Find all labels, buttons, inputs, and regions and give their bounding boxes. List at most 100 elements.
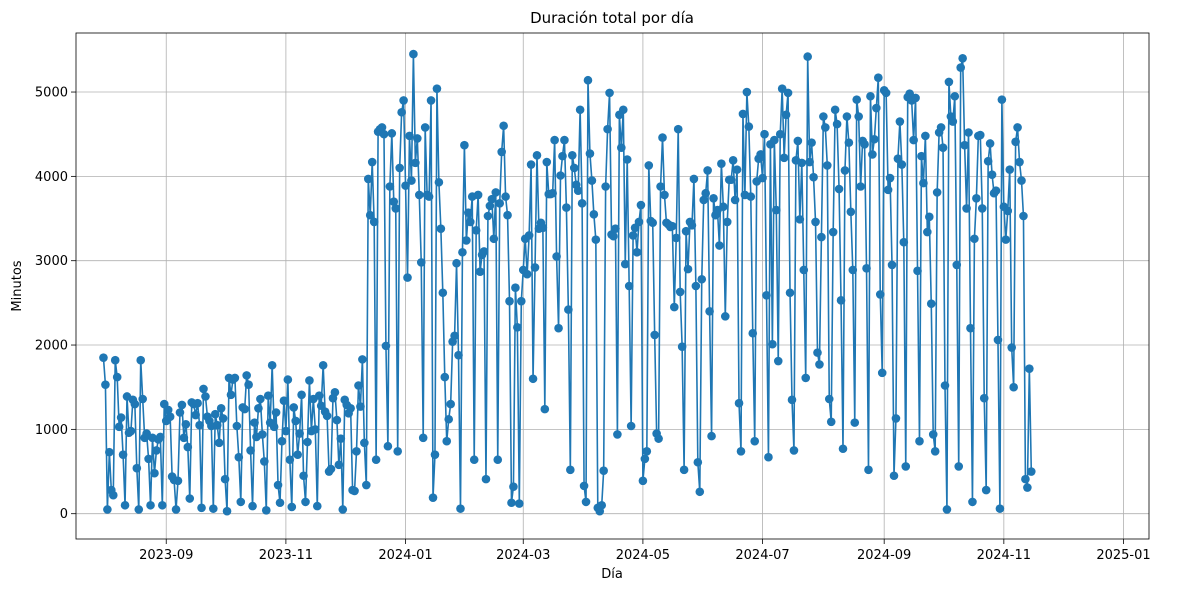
data-point xyxy=(112,372,122,382)
data-point xyxy=(524,231,534,240)
data-point xyxy=(995,504,1005,513)
data-point xyxy=(230,373,240,383)
data-point xyxy=(895,117,905,126)
data-point xyxy=(336,434,346,443)
data-point xyxy=(114,422,124,432)
data-point xyxy=(909,135,918,145)
data-point xyxy=(144,454,153,464)
data-point xyxy=(785,288,795,298)
y-tick-label: 0 xyxy=(60,507,68,522)
data-point xyxy=(997,95,1007,104)
data-point xyxy=(617,143,626,152)
data-point xyxy=(622,155,632,164)
data-point xyxy=(562,203,571,212)
data-point xyxy=(764,452,773,462)
series-line xyxy=(102,53,1033,512)
data-point xyxy=(874,73,883,82)
data-point xyxy=(495,199,505,208)
data-point xyxy=(913,266,922,276)
data-point xyxy=(387,129,397,138)
data-point xyxy=(416,258,426,267)
data-point xyxy=(819,112,828,121)
data-point xyxy=(236,497,246,507)
y-axis-ticks: 0 1000 2000 3000 4000 5000 xyxy=(35,86,76,522)
data-point xyxy=(1025,364,1034,373)
y-axis-label: Minutos xyxy=(10,260,25,311)
data-point xyxy=(693,457,703,467)
data-point xyxy=(540,404,550,414)
data-point xyxy=(297,390,306,400)
data-point xyxy=(254,403,263,413)
data-point xyxy=(679,465,689,475)
data-point xyxy=(279,396,289,405)
data-point xyxy=(868,150,877,159)
data-point xyxy=(762,290,771,300)
data-point xyxy=(993,335,1003,345)
data-point xyxy=(438,288,448,298)
data-point xyxy=(852,95,862,104)
data-point xyxy=(817,232,826,242)
data-point xyxy=(883,185,893,195)
data-point xyxy=(538,223,548,233)
data-point xyxy=(864,465,873,475)
data-point xyxy=(526,160,536,169)
data-point xyxy=(191,410,200,420)
data-point xyxy=(805,157,814,167)
data-point xyxy=(669,302,679,312)
data-point xyxy=(358,355,367,364)
data-point xyxy=(269,422,279,432)
x-tick-label: 2024-09 xyxy=(857,548,911,563)
data-point xyxy=(132,463,142,473)
data-point xyxy=(303,437,312,447)
data-point xyxy=(567,150,577,160)
data-point xyxy=(744,122,754,131)
x-tick-label: 2024-11 xyxy=(977,548,1031,563)
data-point xyxy=(771,205,781,215)
data-point xyxy=(232,421,242,431)
data-point xyxy=(152,446,161,455)
data-point xyxy=(464,208,473,217)
data-point xyxy=(301,497,310,507)
data-point xyxy=(942,505,952,514)
data-point xyxy=(475,267,485,276)
data-point xyxy=(420,123,430,132)
data-point xyxy=(330,387,340,397)
x-tick-label: 2024-07 xyxy=(735,548,789,563)
data-point xyxy=(887,260,897,270)
data-point xyxy=(193,398,202,408)
data-point xyxy=(289,403,299,412)
data-point xyxy=(560,135,569,145)
data-point xyxy=(756,150,765,159)
data-point xyxy=(171,505,181,514)
data-point xyxy=(295,429,304,438)
data-point xyxy=(528,374,538,384)
data-point xyxy=(554,323,563,333)
data-point xyxy=(597,500,607,510)
chart-title: Duración total por día xyxy=(530,9,694,27)
data-point xyxy=(287,502,297,512)
data-point xyxy=(807,138,816,147)
data-point xyxy=(958,54,967,63)
data-point xyxy=(389,197,399,206)
data-point xyxy=(742,87,752,97)
data-point xyxy=(442,436,452,446)
x-axis-label: Día xyxy=(601,567,623,582)
data-point xyxy=(197,503,206,513)
data-point xyxy=(277,436,287,446)
data-point xyxy=(722,217,732,227)
data-point xyxy=(436,224,446,233)
data-point xyxy=(962,204,971,213)
data-point xyxy=(501,192,510,201)
data-point xyxy=(550,135,559,145)
data-point xyxy=(577,199,587,208)
data-point xyxy=(770,135,779,145)
data-point xyxy=(418,433,428,443)
data-point xyxy=(1007,343,1016,352)
data-point xyxy=(911,93,920,103)
data-point xyxy=(465,217,475,227)
data-point xyxy=(954,462,964,471)
data-point xyxy=(919,178,928,188)
data-point xyxy=(636,200,646,210)
data-point xyxy=(424,192,434,201)
data-point xyxy=(209,504,218,513)
